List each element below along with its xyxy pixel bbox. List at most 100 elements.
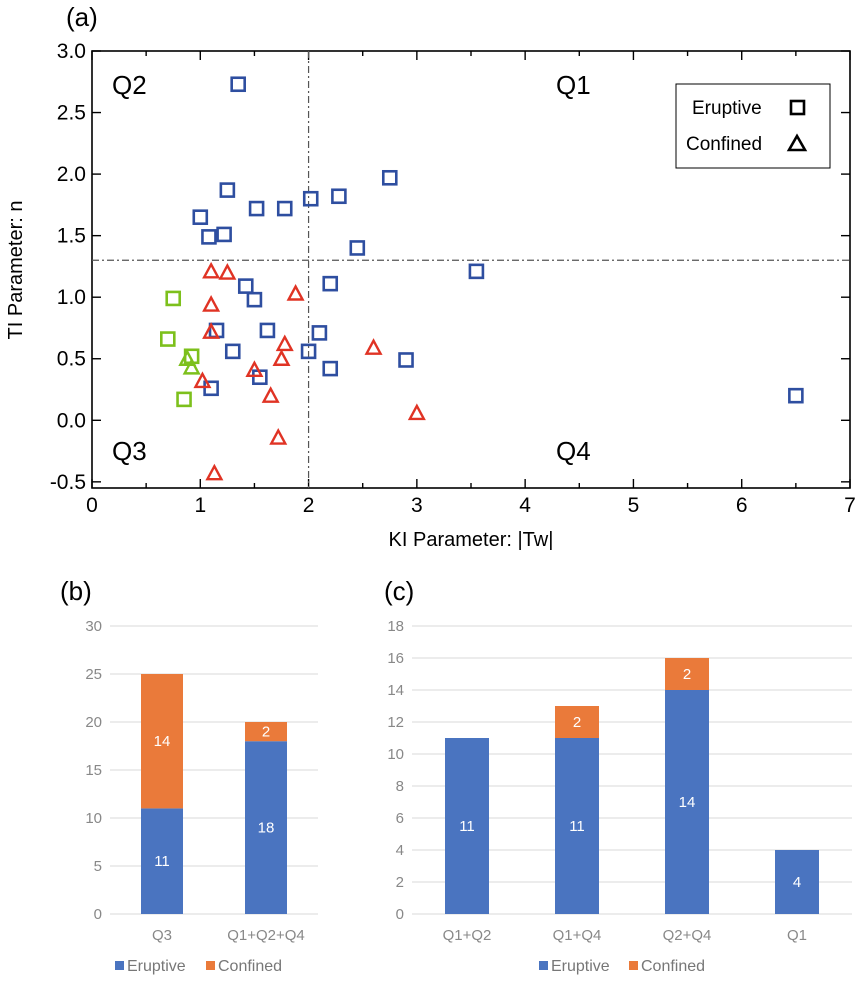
bar-segment-eruptive (445, 738, 489, 914)
legend-label-eruptive: Eruptive (692, 98, 762, 119)
x-tick-label: 7 (844, 494, 856, 517)
bar-y-tick-label: 14 (387, 682, 404, 699)
scatter-point-square (276, 200, 293, 217)
scatter-ticks: 0 1 2 3 4 5 6 7 -0.5 0.0 0.5 1.0 1.5 2.0 2.5 3.0 (50, 40, 856, 517)
scatter-point-triangle (202, 295, 221, 312)
legend-square-marker (789, 99, 806, 116)
x-tick-label: 4 (519, 494, 531, 517)
legend-eruptive-swatch (115, 961, 124, 970)
bar-y-tick-label: 10 (387, 746, 404, 763)
scatter-point-triangle (286, 283, 305, 301)
bar-y-tick-label: 30 (85, 618, 102, 635)
x-tick-label: 1 (194, 494, 206, 517)
bar-value-label: 11 (569, 818, 585, 835)
scatter-point-square (300, 343, 317, 360)
bar-segment-eruptive (245, 741, 287, 914)
y-tick-label: 2.5 (57, 102, 86, 125)
bar-segment-confined (555, 706, 599, 738)
y-tick-label: 0.5 (57, 348, 86, 371)
bar-value-label: 14 (679, 794, 696, 811)
scatter-point-square (398, 352, 414, 368)
scatter-point-square (230, 76, 246, 93)
bar-category-label: Q1+Q4 (553, 927, 602, 944)
y-tick-label: 3.0 (57, 40, 86, 63)
scatter-point-square (322, 275, 339, 292)
bar-y-tick-label: 10 (85, 810, 102, 827)
quadrant-label-q2: Q2 (112, 70, 147, 100)
scatter-point-square (302, 190, 319, 207)
scatter-points (160, 76, 804, 481)
scatter-point-square (176, 391, 192, 408)
scatter-point-triangle (202, 261, 221, 279)
scatter-point-square (203, 380, 219, 397)
panel-label-c: (c) (384, 576, 414, 606)
bar-category-label: Q1 (787, 927, 807, 944)
y-tick-label: 1.0 (57, 286, 86, 309)
legend-eruptive-label: Eruptive (127, 958, 186, 975)
bar-value-label: 2 (573, 714, 581, 731)
quadrant-label-q3: Q3 (112, 436, 147, 466)
bar-y-tick-label: 2 (396, 874, 404, 891)
y-axis-title: TI Parameter: n (5, 201, 27, 340)
legend-confined-label: Confined (641, 958, 705, 975)
legend-box (675, 83, 831, 169)
bar-category-label: Q3 (152, 927, 172, 944)
bar-y-tick-label: 16 (387, 650, 404, 667)
bar-value-label: 2 (262, 724, 270, 741)
bar-segment-eruptive (555, 738, 599, 914)
bar-y-tick-label: 5 (94, 858, 102, 875)
legend-confined-label: Confined (218, 958, 282, 975)
quadrant-label-q4: Q4 (556, 436, 591, 466)
scatter-point-square (311, 325, 328, 341)
legend-eruptive-label: Eruptive (551, 958, 610, 975)
scatter-legend: Eruptive Confined (675, 83, 831, 169)
panel-label-a: (a) (66, 2, 98, 32)
scatter-point-triangle (272, 349, 291, 366)
scatter-point-square (331, 188, 347, 205)
scatter-point-square (160, 331, 176, 347)
y-tick-label: 2.0 (57, 163, 86, 186)
scatter-point-square (259, 322, 276, 339)
bar-segment-eruptive (775, 850, 819, 914)
y-tick-label: -0.5 (50, 471, 86, 494)
scatter-point-triangle (275, 334, 294, 352)
scatter-point-square (201, 229, 217, 245)
scatter-point-square (788, 387, 804, 404)
bar-segment-eruptive (665, 690, 709, 914)
scatter-point-square (468, 263, 485, 280)
scatter-point-square (381, 169, 398, 186)
scatter-point-square (349, 240, 366, 256)
scatter-point-square (248, 200, 265, 217)
scatter-point-triangle (182, 357, 201, 375)
bar-y-tick-label: 0 (94, 906, 102, 923)
x-tick-label: 3 (411, 494, 423, 517)
bar-value-label: 11 (154, 853, 170, 870)
bar-legend-b: Eruptive Confined (115, 958, 282, 975)
x-tick-label: 2 (303, 494, 315, 517)
bar-category-label: Q1+Q2+Q4 (227, 927, 305, 944)
bar-y-tick-label: 0 (396, 906, 404, 923)
x-tick-label: 0 (86, 494, 98, 517)
scatter-point-square (224, 343, 241, 360)
bar-y-tick-label: 12 (387, 714, 404, 731)
bar-segment-eruptive (141, 808, 183, 914)
bar-chart-b: 0 5 10 15 20 25 30 11 14 Q3 18 2 Q1+Q2+Q4 (85, 618, 318, 944)
scatter-point-triangle (245, 360, 264, 378)
bar-category-label: Q2+Q4 (663, 927, 712, 944)
x-tick-label: 6 (736, 494, 748, 517)
scatter-point-triangle (364, 338, 383, 355)
scatter-point-square (219, 182, 236, 198)
legend-eruptive-swatch (539, 961, 548, 970)
bar-value-label: 14 (154, 733, 171, 750)
scatter-point-square (246, 291, 263, 308)
x-axis-title: KI Parameter: |Tw| (389, 529, 554, 551)
scatter-point-triangle (218, 263, 237, 280)
y-tick-label: 1.5 (57, 225, 86, 248)
y-tick-label: 0.0 (57, 409, 86, 432)
bar-segment-confined (245, 722, 287, 742)
bar-segment-confined (141, 674, 183, 809)
bar-y-tick-label: 4 (396, 842, 404, 859)
scatter-point-triangle (269, 427, 288, 445)
scatter-point-triangle (407, 403, 426, 421)
scatter-plot: 0 1 2 3 4 5 6 7-0.50.00.51.01.52.02.53.0 Q2 Q1 … (5, 40, 856, 551)
